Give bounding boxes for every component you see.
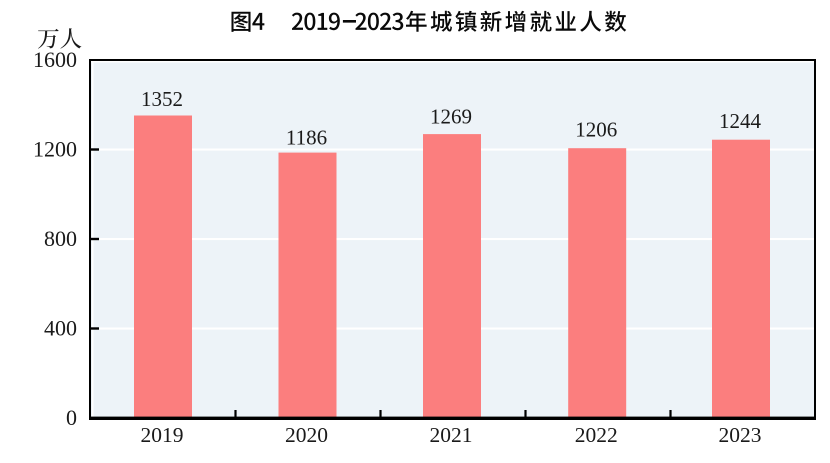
svg-text:1206: 1206 bbox=[575, 117, 617, 141]
svg-text:1186: 1186 bbox=[286, 125, 327, 149]
svg-text:2022: 2022 bbox=[575, 423, 618, 447]
svg-text:800: 800 bbox=[44, 226, 77, 251]
svg-text:2019: 2019 bbox=[141, 423, 184, 447]
svg-text:1352: 1352 bbox=[141, 87, 183, 111]
svg-text:400: 400 bbox=[44, 316, 77, 341]
svg-text:2023: 2023 bbox=[719, 423, 762, 447]
svg-text:1244: 1244 bbox=[719, 109, 762, 133]
svg-text:2020: 2020 bbox=[285, 423, 328, 447]
svg-text:1600: 1600 bbox=[33, 47, 77, 72]
svg-text:1200: 1200 bbox=[33, 137, 77, 162]
svg-text:2021: 2021 bbox=[430, 423, 473, 447]
svg-text:1269: 1269 bbox=[430, 105, 472, 129]
svg-text:0: 0 bbox=[66, 405, 77, 430]
